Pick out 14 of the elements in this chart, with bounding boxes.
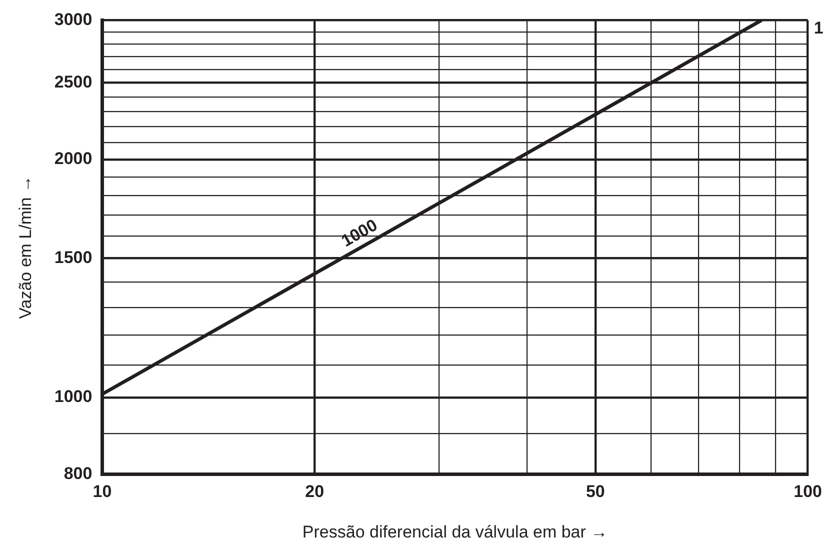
y-tick-label: 3000 [54,10,92,29]
y-tick-label: 800 [64,464,92,483]
text: 1 [814,18,824,38]
x-tick-label: 50 [586,482,605,502]
y-tick-label: 1000 [54,387,92,406]
y-axis-title: Vazão em L/min → [16,176,35,319]
y-tick-label: 2500 [54,72,92,92]
text: 1000 [338,215,381,251]
x-tick-label: 100 [794,482,822,502]
x-axis-title: Pressão diferencial da válvula em bar → [302,522,608,542]
y-tick-label: 1500 [54,248,92,267]
y-tick-label: 2000 [54,149,92,168]
x-tick-label: 10 [92,482,112,502]
x-tick-label: 20 [305,482,324,502]
